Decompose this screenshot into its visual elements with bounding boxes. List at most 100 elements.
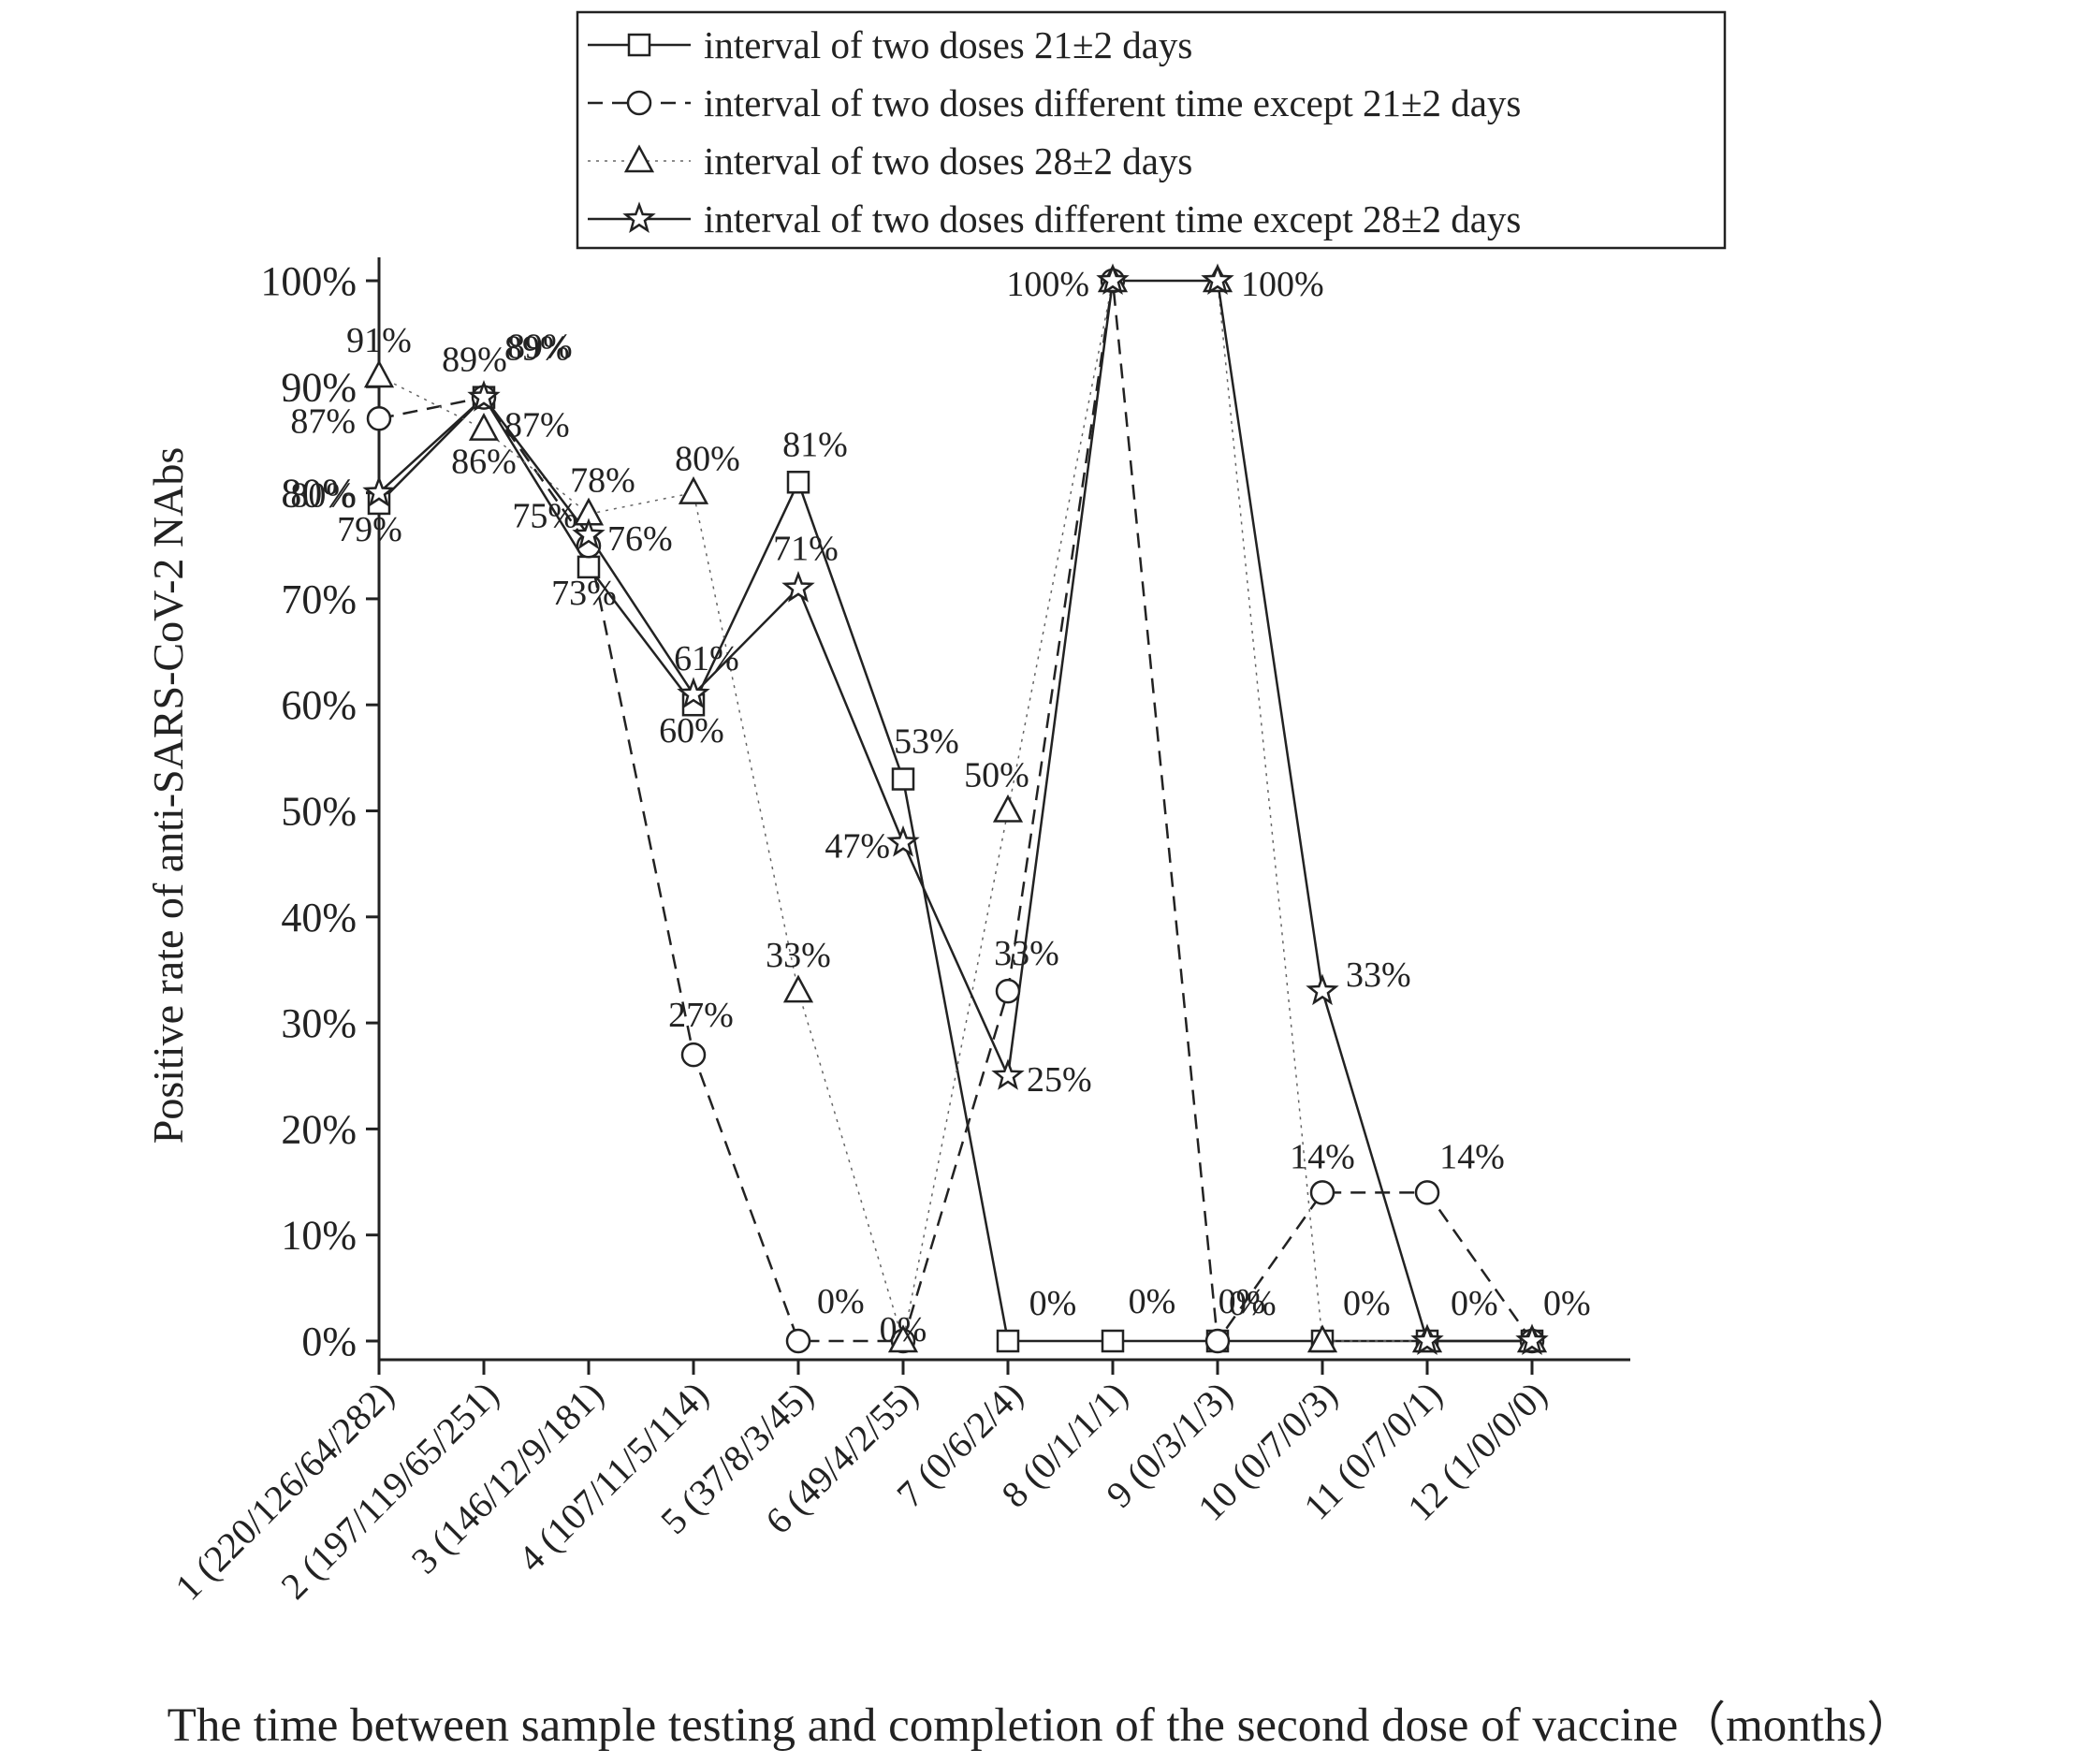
point-star xyxy=(677,677,710,708)
series-line-circle xyxy=(378,280,1534,1345)
point-square xyxy=(786,471,810,494)
point-triangle xyxy=(363,359,395,388)
data-label: 75% xyxy=(512,496,577,535)
point-star xyxy=(362,475,396,507)
data-label: 33% xyxy=(994,934,1059,973)
point-square xyxy=(1101,1329,1125,1353)
point-triangle xyxy=(1306,1324,1338,1353)
data-label: 0% xyxy=(817,1282,865,1321)
data-label: 33% xyxy=(766,936,831,975)
data-label: 86% xyxy=(451,443,517,482)
series-line-square xyxy=(378,395,1532,1343)
y-tick-label: 70% xyxy=(281,576,357,622)
axes: 0%10%20%30%40%50%60%70%80%90%100%1 (220/… xyxy=(167,257,1630,1609)
data-label: 0% xyxy=(1029,1284,1077,1323)
data-label: 0% xyxy=(1129,1282,1176,1321)
y-tick-label: 40% xyxy=(281,895,357,940)
legend-marker-triangle xyxy=(623,144,655,173)
point-circle xyxy=(1204,1328,1231,1354)
y-tick-label: 0% xyxy=(301,1319,357,1364)
data-label: 87% xyxy=(504,406,570,445)
data-label: 89% xyxy=(442,341,507,380)
point-circle xyxy=(366,406,392,431)
legend-entry: interval of two doses 21±2 days xyxy=(704,23,1192,66)
y-tick-label: 10% xyxy=(281,1213,357,1259)
data-label: 14% xyxy=(1290,1137,1355,1176)
data-label: 0% xyxy=(880,1310,927,1349)
y-tick-label: 30% xyxy=(281,1000,357,1046)
series-line-star xyxy=(378,279,1532,1343)
data-label: 91% xyxy=(346,321,412,360)
point-star xyxy=(1201,263,1234,295)
data-label: 50% xyxy=(964,756,1029,795)
data-label: 0% xyxy=(1219,1282,1266,1321)
data-label: 80% xyxy=(675,440,740,479)
markers xyxy=(362,263,1549,1355)
y-tick-label: 100% xyxy=(260,258,357,304)
data-label: 79% xyxy=(337,510,402,549)
legend-marker-circle xyxy=(626,90,652,116)
data-label: 60% xyxy=(659,711,724,751)
legend-entry: interval of two doses different time exc… xyxy=(704,197,1521,241)
point-square xyxy=(996,1329,1020,1353)
point-star xyxy=(1306,973,1339,1006)
point-triangle xyxy=(678,475,709,504)
y-tick-label: 50% xyxy=(281,789,357,835)
legend: interval of two doses 21±2 days interval … xyxy=(576,10,1727,250)
data-label: 89% xyxy=(504,329,570,369)
data-label: 80% xyxy=(290,476,356,516)
series-lines xyxy=(378,279,1534,1345)
data-label: 87% xyxy=(290,401,356,441)
x-tick-label: 3 (146/12/9/181) xyxy=(403,1374,612,1582)
x-tick-label: 4 (107/11/5/114) xyxy=(510,1374,717,1581)
point-star xyxy=(1410,1323,1444,1355)
point-star xyxy=(1096,263,1130,295)
y-tick-label: 20% xyxy=(281,1106,357,1152)
point-square xyxy=(891,767,915,791)
legend-entry: interval of two doses different time exc… xyxy=(704,81,1521,124)
point-star xyxy=(572,518,606,550)
point-star xyxy=(886,824,920,857)
point-circle xyxy=(1414,1180,1440,1205)
data-label: 71% xyxy=(773,530,839,569)
data-label: 27% xyxy=(668,996,734,1035)
y-tick-label: 90% xyxy=(281,364,357,410)
legend-box xyxy=(576,10,1727,250)
data-label: 47% xyxy=(825,826,890,866)
point-triangle xyxy=(887,1324,919,1353)
point-star xyxy=(781,571,815,603)
y-tick-label: 60% xyxy=(281,682,357,728)
legend-entry: interval of two doses 28±2 days xyxy=(704,139,1192,182)
point-star xyxy=(991,1058,1025,1090)
point-circle xyxy=(680,1042,707,1068)
data-label: 0% xyxy=(1543,1284,1591,1323)
data-label: 100% xyxy=(1241,265,1324,304)
x-axis-label: The time between sample testing and comp… xyxy=(168,1699,1915,1752)
data-label: 81% xyxy=(782,425,848,464)
y-tick-label: 80% xyxy=(281,471,357,517)
series-line-triangle xyxy=(378,280,1532,1342)
data-label: 53% xyxy=(894,722,959,762)
data-label: 25% xyxy=(1027,1060,1092,1100)
data-label: 76% xyxy=(607,519,673,559)
point-circle xyxy=(1309,1180,1335,1205)
data-label: 78% xyxy=(570,460,635,500)
data-label: 33% xyxy=(1346,955,1411,995)
y-axis-label: Positive rate of anti-SARS-CoV-2 NAbs xyxy=(144,447,192,1144)
data-label: 0% xyxy=(1229,1284,1277,1323)
point-triangle xyxy=(992,794,1024,823)
data-label: 100% xyxy=(1006,265,1089,304)
point-circle xyxy=(995,978,1021,1004)
data-label: 73% xyxy=(551,574,617,613)
legend-marker-square xyxy=(627,33,651,57)
legend-marker-star xyxy=(622,201,656,233)
point-circle xyxy=(785,1328,811,1354)
data-label: 61% xyxy=(674,639,739,678)
value-labels: 79%89%73%60%81%53%0% 0% 0%87%89%75%27%0%0%… xyxy=(290,265,1590,1349)
data-label: 14% xyxy=(1439,1137,1505,1176)
point-star xyxy=(1515,1323,1549,1355)
point-triangle xyxy=(468,412,500,441)
point-triangle xyxy=(782,974,814,1003)
data-label: 0% xyxy=(1451,1284,1498,1323)
